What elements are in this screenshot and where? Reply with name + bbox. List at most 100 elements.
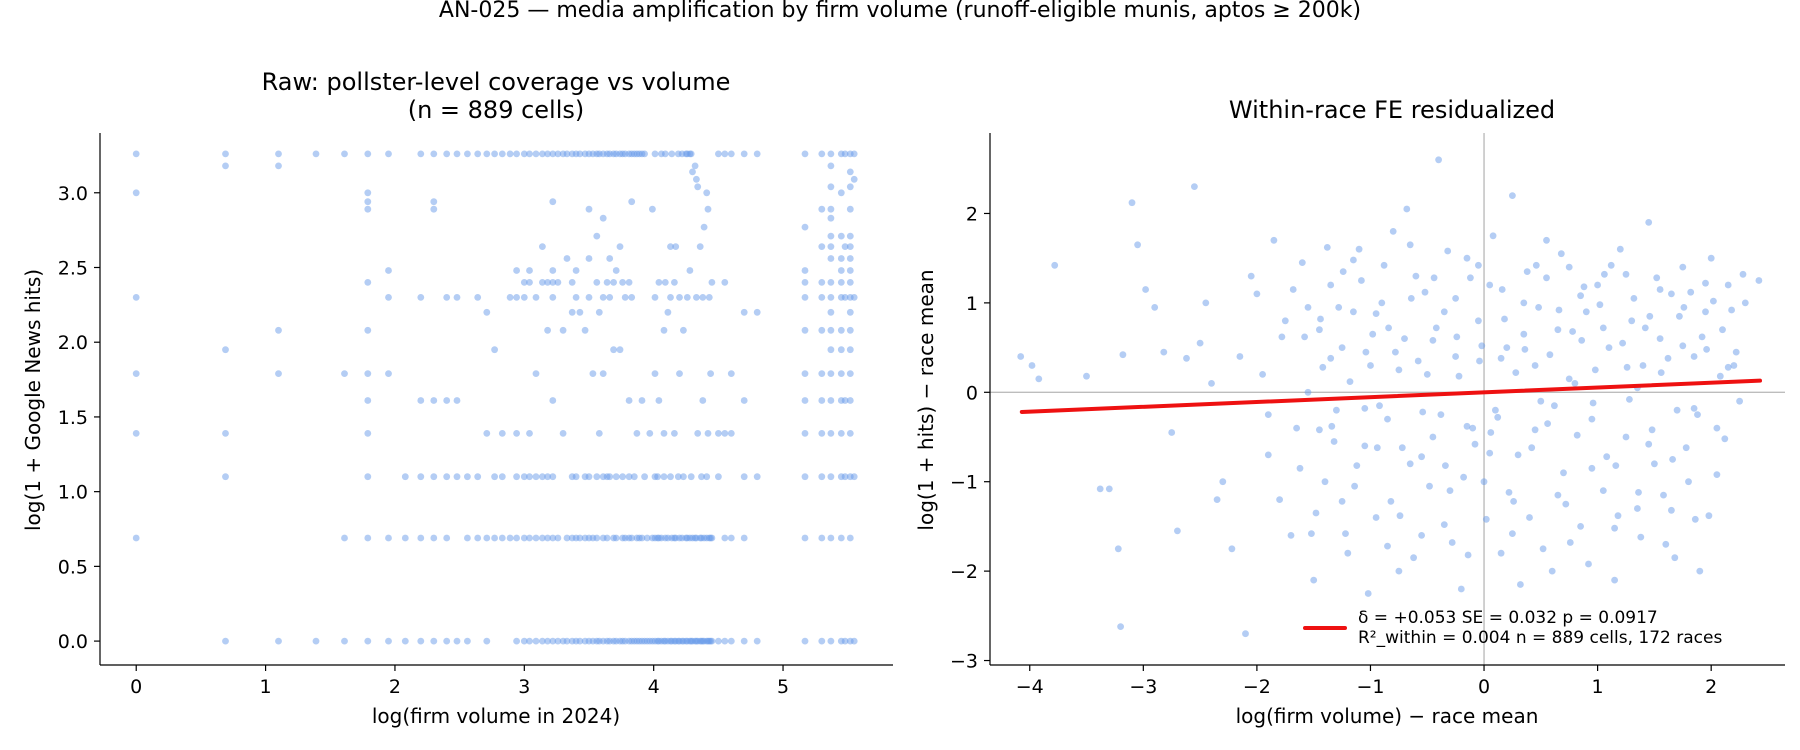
data-point [827, 243, 835, 251]
panel-fe-y-tick-label: 1 [966, 293, 978, 315]
data-point [1287, 532, 1295, 539]
data-point [385, 150, 392, 158]
data-point [1690, 405, 1698, 412]
data-point [364, 326, 372, 334]
data-point [1358, 277, 1365, 284]
data-point [532, 473, 540, 481]
data-point [850, 294, 858, 301]
data-point [1554, 326, 1562, 334]
data-point [132, 430, 140, 437]
data-point [275, 150, 282, 158]
data-point [667, 294, 674, 301]
data-point [464, 150, 471, 158]
data-point [740, 473, 748, 481]
data-point [1437, 411, 1445, 418]
data-point [1653, 274, 1661, 282]
data-point [222, 150, 229, 158]
data-point [1702, 279, 1709, 287]
panel-fe-y-tick-label: −3 [950, 651, 978, 673]
data-point [850, 473, 858, 481]
data-point [532, 534, 540, 542]
data-point [364, 205, 372, 213]
data-point [1645, 219, 1653, 226]
data-point [1344, 549, 1352, 557]
data-point [827, 534, 835, 542]
data-point [715, 473, 722, 481]
data-point [1641, 324, 1649, 332]
data-point [1035, 375, 1043, 383]
data-point [1423, 371, 1431, 378]
data-point [689, 168, 696, 176]
data-point [1616, 245, 1624, 253]
data-point [1327, 354, 1335, 362]
data-point [1452, 295, 1459, 302]
data-point [649, 205, 656, 213]
data-point [1685, 478, 1692, 486]
data-point [1151, 304, 1159, 311]
data-point [1543, 236, 1550, 244]
data-point [850, 637, 858, 645]
data-point [628, 294, 636, 301]
data-point [694, 430, 702, 437]
data-point [544, 326, 551, 334]
data-point [1565, 375, 1573, 383]
data-point [1721, 435, 1729, 443]
data-point [1384, 415, 1391, 423]
data-point [1278, 333, 1286, 341]
data-point [846, 232, 854, 240]
data-point [506, 150, 514, 158]
data-point [1419, 408, 1427, 416]
data-point [1501, 315, 1508, 323]
data-point [676, 294, 683, 301]
data-point [1351, 482, 1358, 490]
data-point [721, 279, 729, 286]
data-point [667, 243, 674, 251]
data-point [222, 346, 229, 354]
data-point [453, 397, 461, 404]
data-point [1321, 478, 1329, 486]
data-point [818, 637, 826, 645]
data-point [740, 308, 748, 316]
data-point [837, 346, 845, 354]
panel-raw-y-label: log(1 + Google News hits) [21, 269, 45, 531]
data-point [549, 637, 557, 645]
data-point [801, 637, 809, 645]
data-point [554, 534, 562, 542]
data-point [827, 397, 835, 404]
data-point [1333, 406, 1340, 414]
data-point [1392, 348, 1399, 356]
data-point [1577, 523, 1584, 530]
data-point [1398, 444, 1406, 452]
data-point [827, 214, 835, 222]
data-point [1196, 339, 1204, 347]
data-point [275, 637, 282, 645]
data-point [549, 294, 557, 301]
panel-fe-x-tick-label: 1 [1592, 676, 1604, 698]
data-point [1289, 286, 1297, 293]
data-point [1656, 286, 1664, 293]
data-point [1298, 259, 1306, 266]
data-point [1319, 363, 1327, 371]
data-point [1463, 254, 1471, 262]
data-point [1463, 422, 1471, 430]
data-point [1494, 413, 1502, 421]
data-point [704, 430, 712, 437]
data-point [532, 370, 540, 377]
data-point [544, 279, 551, 286]
data-point [715, 637, 722, 645]
data-point [827, 370, 835, 377]
data-point [401, 534, 409, 542]
data-point [1174, 527, 1181, 535]
data-point [443, 294, 451, 301]
data-point [1455, 372, 1463, 380]
data-point [1242, 630, 1249, 638]
data-point [1728, 306, 1735, 314]
data-point [1467, 274, 1474, 282]
data-point [837, 430, 845, 437]
data-point [1119, 351, 1127, 359]
data-point [846, 267, 854, 274]
data-point [676, 370, 683, 377]
legend-stats-line1: δ = +0.053 SE = 0.032 p = 0.0917 [1358, 608, 1658, 628]
data-point [753, 637, 761, 645]
data-point [846, 255, 854, 262]
